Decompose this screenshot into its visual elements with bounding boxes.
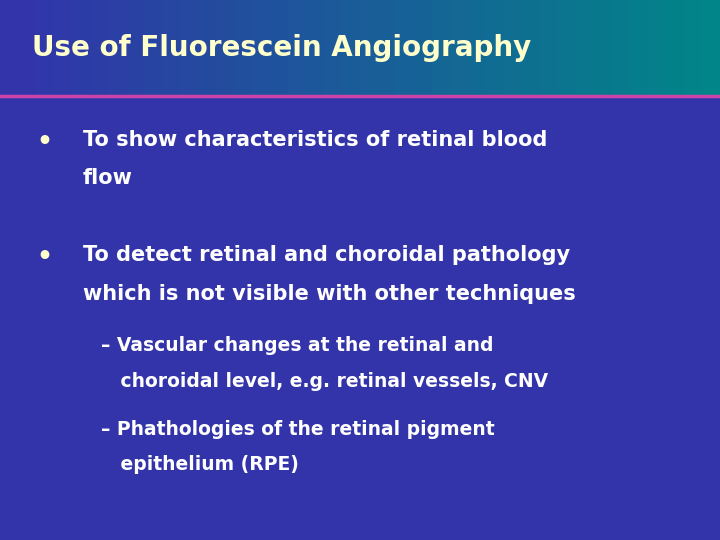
Text: flow: flow: [83, 168, 132, 188]
Bar: [126, 0, 144, 96]
Bar: [612, 0, 630, 96]
Bar: [450, 0, 468, 96]
Bar: [684, 0, 702, 96]
Text: epithelium (RPE): epithelium (RPE): [101, 455, 299, 474]
Bar: [594, 0, 612, 96]
Bar: [54, 0, 72, 96]
Bar: [648, 0, 666, 96]
Bar: [36, 0, 54, 96]
Text: choroidal level, e.g. retinal vessels, CNV: choroidal level, e.g. retinal vessels, C…: [101, 372, 548, 390]
Bar: [180, 0, 198, 96]
Bar: [216, 0, 234, 96]
Bar: [252, 0, 270, 96]
Bar: [90, 0, 108, 96]
Bar: [414, 0, 432, 96]
Bar: [486, 0, 504, 96]
Text: – Vascular changes at the retinal and: – Vascular changes at the retinal and: [101, 336, 493, 355]
Text: •: •: [36, 245, 52, 269]
Text: •: •: [36, 130, 52, 153]
Text: Use of Fluorescein Angiography: Use of Fluorescein Angiography: [32, 34, 531, 62]
Bar: [162, 0, 180, 96]
Bar: [432, 0, 450, 96]
Bar: [522, 0, 540, 96]
Bar: [0, 0, 18, 96]
Bar: [630, 0, 648, 96]
Bar: [108, 0, 126, 96]
Text: To detect retinal and choroidal pathology: To detect retinal and choroidal patholog…: [83, 245, 570, 265]
Bar: [666, 0, 684, 96]
Bar: [540, 0, 558, 96]
Bar: [144, 0, 162, 96]
Bar: [702, 0, 720, 96]
Bar: [72, 0, 90, 96]
Bar: [378, 0, 396, 96]
Bar: [360, 0, 378, 96]
Text: – Phathologies of the retinal pigment: – Phathologies of the retinal pigment: [101, 420, 495, 439]
Bar: [234, 0, 252, 96]
Bar: [504, 0, 522, 96]
Bar: [396, 0, 414, 96]
Bar: [288, 0, 306, 96]
Bar: [576, 0, 594, 96]
Bar: [270, 0, 288, 96]
Bar: [324, 0, 342, 96]
Bar: [468, 0, 486, 96]
Bar: [18, 0, 36, 96]
Text: To show characteristics of retinal blood: To show characteristics of retinal blood: [83, 130, 547, 150]
Bar: [342, 0, 360, 96]
Text: which is not visible with other techniques: which is not visible with other techniqu…: [83, 284, 575, 304]
Bar: [306, 0, 324, 96]
Bar: [558, 0, 576, 96]
Bar: [198, 0, 216, 96]
